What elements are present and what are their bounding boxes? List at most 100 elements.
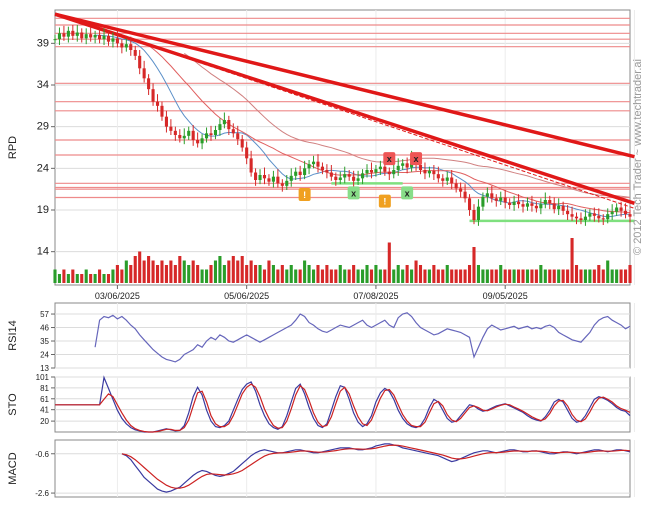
candle-body bbox=[62, 33, 66, 37]
y-tick-label: -0.6 bbox=[35, 450, 49, 459]
volume-bar bbox=[111, 269, 115, 283]
candle-body bbox=[102, 35, 106, 40]
candle-body bbox=[574, 216, 579, 219]
candle-body bbox=[84, 34, 88, 39]
volume-bar bbox=[276, 269, 280, 283]
volume-bar bbox=[182, 260, 186, 283]
volume-bar bbox=[151, 260, 155, 283]
volume-bar bbox=[606, 260, 610, 283]
volume-bar bbox=[387, 242, 391, 283]
panel-frame bbox=[54, 9, 631, 286]
volume-bar bbox=[405, 265, 409, 283]
candle-body bbox=[615, 207, 619, 212]
candle-body bbox=[383, 166, 387, 172]
volume-bar bbox=[307, 265, 311, 283]
candle-body bbox=[187, 130, 191, 136]
volume-bar bbox=[316, 265, 320, 283]
candle-body bbox=[262, 175, 267, 179]
candle-body bbox=[276, 176, 280, 184]
volume-bar bbox=[548, 269, 552, 283]
candle-body bbox=[441, 178, 445, 181]
volume-bar bbox=[320, 269, 324, 283]
candle-body bbox=[387, 171, 391, 175]
volume-bar bbox=[338, 265, 342, 283]
candle-body bbox=[249, 158, 253, 173]
volume-bar bbox=[615, 269, 619, 283]
candle-body bbox=[271, 176, 275, 182]
volume-bar bbox=[369, 269, 374, 283]
candle-body bbox=[374, 169, 378, 173]
volume-bar bbox=[155, 265, 160, 283]
candle-body bbox=[592, 213, 596, 216]
candle-body bbox=[623, 210, 628, 215]
volume-bar bbox=[102, 274, 106, 283]
candle-body bbox=[566, 210, 570, 215]
y-tick-label: 57 bbox=[40, 310, 49, 319]
candle-body bbox=[499, 197, 503, 201]
candle-body bbox=[320, 166, 324, 170]
candle-body bbox=[418, 165, 423, 170]
y-tick-label: 24 bbox=[37, 162, 49, 174]
volume-bar bbox=[610, 269, 614, 283]
volume-bar bbox=[196, 265, 200, 283]
price-panel: 39 34 29 24 19 14 RPD!! x x x x 03/06/2025 05/06/202… bbox=[7, 9, 636, 301]
candle-body bbox=[267, 178, 271, 182]
volume-bar bbox=[124, 260, 128, 283]
y-tick-label: 39 bbox=[37, 37, 49, 49]
trendline bbox=[54, 12, 636, 205]
volume-bar bbox=[597, 265, 601, 283]
volume-bar bbox=[200, 269, 204, 283]
panel-frame bbox=[54, 439, 631, 498]
candle-body bbox=[570, 214, 574, 217]
volume-bar bbox=[285, 269, 289, 283]
volume-bar bbox=[481, 269, 485, 283]
candle-body bbox=[200, 138, 204, 144]
candle-body bbox=[280, 183, 284, 186]
candle-body bbox=[539, 204, 543, 209]
candle-body bbox=[129, 44, 133, 50]
volume-bar bbox=[236, 260, 240, 283]
candle-body bbox=[155, 101, 160, 106]
volume-bar bbox=[311, 269, 316, 283]
volume-bar bbox=[334, 269, 338, 283]
rsi-panel: 57 46 35 24 13 RSI14 bbox=[7, 302, 635, 373]
volume-bar bbox=[169, 260, 173, 283]
volume-bar bbox=[374, 265, 378, 283]
candle-body bbox=[606, 214, 610, 220]
volume-bar bbox=[160, 260, 164, 283]
y-axis-label-rpd: RPD bbox=[7, 136, 19, 159]
volume-bar bbox=[129, 265, 133, 283]
volume-bar bbox=[209, 265, 213, 283]
candle-body bbox=[450, 177, 454, 184]
volume-bar bbox=[583, 269, 587, 283]
volume-bar bbox=[298, 269, 302, 283]
candle-body bbox=[601, 218, 605, 220]
volume-bar bbox=[543, 269, 547, 283]
candle-body bbox=[521, 204, 525, 207]
volume-bar bbox=[164, 265, 168, 283]
candle-body bbox=[396, 165, 400, 170]
signal-marker-label: ! bbox=[383, 197, 386, 207]
volume-bar bbox=[445, 265, 449, 283]
candle-body bbox=[138, 55, 142, 69]
candle-body bbox=[561, 205, 565, 211]
candle-body bbox=[93, 35, 97, 38]
volume-bar bbox=[436, 269, 440, 283]
volume-bar bbox=[619, 269, 623, 283]
candle-body bbox=[111, 38, 115, 42]
candle-body bbox=[133, 50, 137, 56]
volume-bar bbox=[191, 260, 195, 283]
candle-body bbox=[485, 193, 489, 197]
candle-body bbox=[334, 176, 338, 180]
y-tick-label: 41 bbox=[40, 406, 49, 415]
volume-bar bbox=[343, 269, 347, 283]
volume-bar bbox=[173, 265, 177, 283]
candle-body bbox=[178, 135, 182, 139]
volume-bar bbox=[450, 269, 454, 283]
volume-bar bbox=[57, 274, 62, 283]
volume-bar bbox=[249, 260, 253, 283]
signal-marker-label: x bbox=[387, 154, 392, 164]
candle-body bbox=[173, 130, 177, 135]
candle-body bbox=[307, 164, 311, 169]
